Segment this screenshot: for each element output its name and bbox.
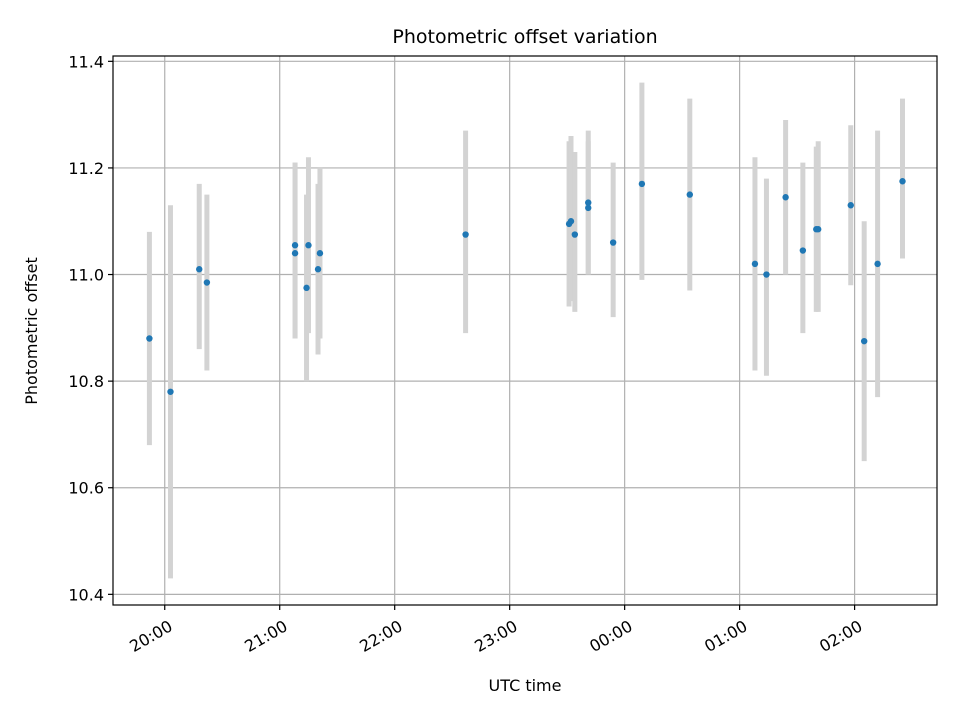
y-tick-label: 10.4 xyxy=(68,585,104,604)
data-points xyxy=(146,178,906,395)
data-point xyxy=(585,204,592,212)
y-tick-label: 10.6 xyxy=(68,479,104,498)
data-point xyxy=(799,247,807,254)
data-point xyxy=(686,191,693,198)
data-point xyxy=(763,271,770,278)
grid xyxy=(113,56,937,605)
data-point xyxy=(782,194,789,201)
data-point xyxy=(899,178,906,185)
chart-title: Photometric offset variation xyxy=(392,26,657,48)
data-point xyxy=(751,260,759,268)
data-point xyxy=(462,231,469,238)
x-axis-label: UTC time xyxy=(489,676,562,695)
y-tick-label: 11.4 xyxy=(68,52,104,71)
data-point xyxy=(196,266,203,273)
data-point xyxy=(860,337,868,345)
data-point xyxy=(814,226,822,233)
data-point xyxy=(167,388,174,395)
data-point xyxy=(291,250,299,257)
data-point xyxy=(314,266,322,273)
data-point xyxy=(571,231,579,238)
y-tick-label: 11.2 xyxy=(68,159,104,178)
data-point xyxy=(847,202,854,209)
data-point xyxy=(874,260,881,268)
data-point xyxy=(303,284,310,292)
data-point xyxy=(567,218,575,225)
data-point xyxy=(638,180,646,188)
y-tick-label: 10.8 xyxy=(68,372,104,391)
data-point xyxy=(609,239,617,246)
data-point xyxy=(203,279,211,286)
y-axis-label: Photometric offset xyxy=(22,257,41,405)
plot-frame xyxy=(112,55,938,606)
data-point xyxy=(305,242,312,249)
data-point xyxy=(146,335,153,342)
data-point xyxy=(316,250,324,257)
data-point xyxy=(291,242,299,249)
y-tick-label: 11.0 xyxy=(68,266,104,285)
data-point xyxy=(585,199,592,206)
